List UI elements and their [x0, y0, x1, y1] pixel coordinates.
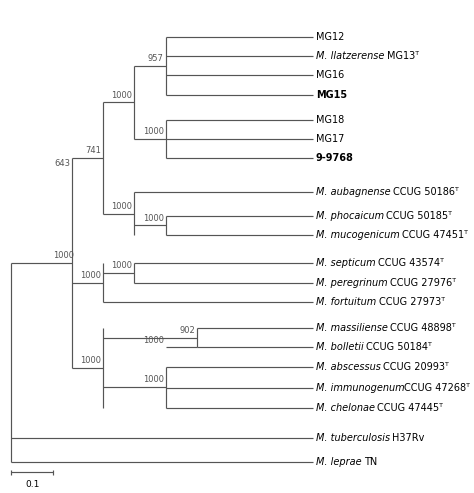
Text: MG12: MG12: [316, 32, 344, 41]
Text: 1000: 1000: [143, 127, 164, 136]
Text: MG17: MG17: [316, 134, 344, 144]
Text: CCUG 47445ᵀ: CCUG 47445ᵀ: [377, 403, 443, 413]
Text: M. chelonae: M. chelonae: [316, 403, 378, 413]
Text: CCUG 27976ᵀ: CCUG 27976ᵀ: [390, 278, 456, 287]
Text: 1000: 1000: [111, 91, 133, 100]
Text: 1000: 1000: [53, 251, 74, 260]
Text: M. abscessus: M. abscessus: [316, 362, 384, 372]
Text: 957: 957: [148, 54, 164, 63]
Text: H37Rv: H37Rv: [392, 433, 425, 443]
Text: CCUG 47451ᵀ: CCUG 47451ᵀ: [402, 230, 468, 240]
Text: CCUG 50185ᵀ: CCUG 50185ᵀ: [386, 211, 452, 221]
Text: CCUG 50186ᵀ: CCUG 50186ᵀ: [393, 187, 459, 197]
Text: MG15: MG15: [316, 90, 347, 100]
Text: M. septicum: M. septicum: [316, 258, 379, 268]
Text: CCUG 20993ᵀ: CCUG 20993ᵀ: [383, 362, 449, 372]
Text: 1000: 1000: [111, 202, 133, 211]
Text: 1000: 1000: [80, 356, 101, 365]
Text: 643: 643: [54, 159, 70, 168]
Text: TN: TN: [364, 457, 377, 467]
Text: 0.1: 0.1: [25, 480, 39, 489]
Text: M. peregrinum: M. peregrinum: [316, 278, 391, 287]
Text: M. llatzerense: M. llatzerense: [316, 51, 387, 61]
Text: 1000: 1000: [143, 213, 164, 222]
Text: CCUG 50184ᵀ: CCUG 50184ᵀ: [366, 342, 432, 352]
Text: 9-9768: 9-9768: [316, 153, 354, 164]
Text: 902: 902: [179, 326, 195, 335]
Text: MG16: MG16: [316, 70, 344, 80]
Text: 1000: 1000: [80, 271, 101, 280]
Text: CCUG 43574ᵀ: CCUG 43574ᵀ: [378, 258, 444, 268]
Text: M. mucogenicum: M. mucogenicum: [316, 230, 402, 240]
Text: 1000: 1000: [111, 261, 133, 270]
Text: M. leprae: M. leprae: [316, 457, 365, 467]
Text: M. aubagnense: M. aubagnense: [316, 187, 393, 197]
Text: M. phocaicum: M. phocaicum: [316, 211, 387, 221]
Text: CCUG 48898ᵀ: CCUG 48898ᵀ: [390, 323, 456, 333]
Text: CCUG 27973ᵀ: CCUG 27973ᵀ: [379, 297, 445, 307]
Text: M. massiliense: M. massiliense: [316, 323, 391, 333]
Text: 1000: 1000: [143, 376, 164, 385]
Text: 741: 741: [85, 146, 101, 155]
Text: MG13ᵀ: MG13ᵀ: [387, 51, 419, 61]
Text: MG18: MG18: [316, 115, 344, 125]
Text: M. immunogenum: M. immunogenum: [316, 384, 404, 393]
Text: M. tuberculosis: M. tuberculosis: [316, 433, 393, 443]
Text: M. fortuitum: M. fortuitum: [316, 297, 379, 307]
Text: CCUG 47268ᵀ: CCUG 47268ᵀ: [404, 384, 470, 393]
Text: 1000: 1000: [143, 336, 164, 345]
Text: M. bolletii: M. bolletii: [316, 342, 367, 352]
